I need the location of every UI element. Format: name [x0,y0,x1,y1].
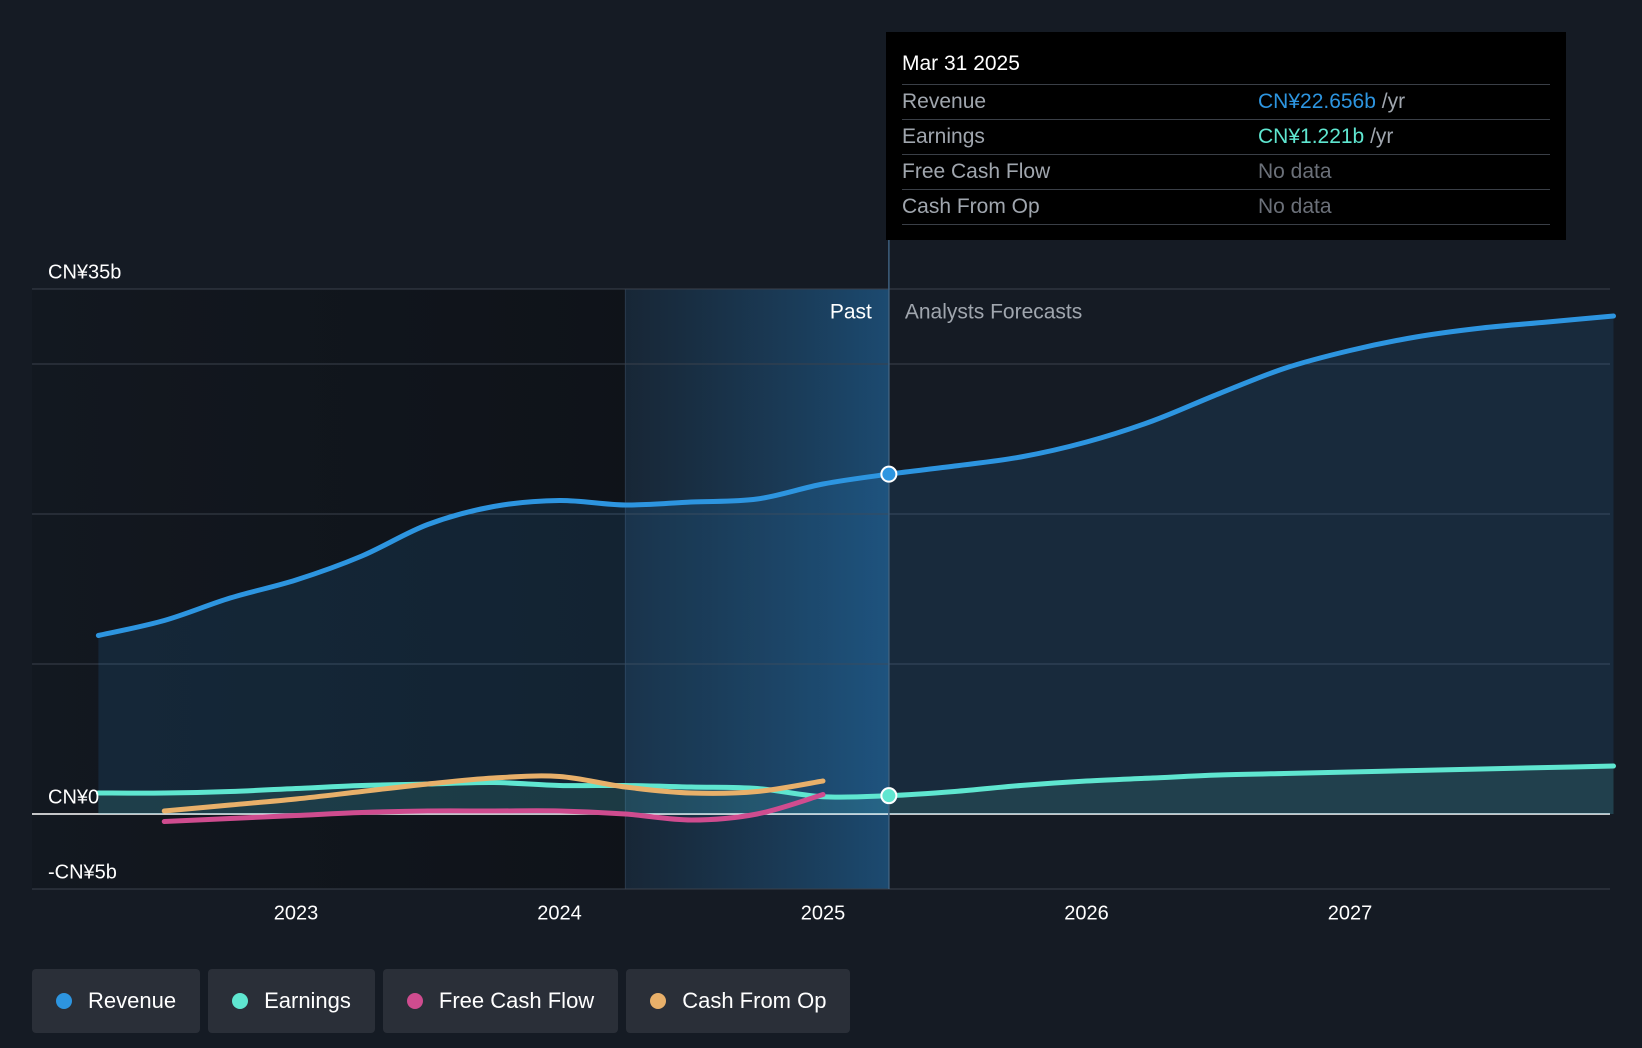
marker-earnings [880,787,898,805]
series-line-earnings [95,763,1616,800]
series-area-earnings [98,766,1614,814]
tooltip-row-cfo: Cash From Op No data [902,190,1550,225]
tooltip-value-cfo: No data [1258,195,1332,218]
tooltip-label: Free Cash Flow [902,160,1051,183]
legend-item-revenue[interactable]: Revenue [32,969,201,1033]
tooltip-row-earnings: Earnings CN¥1.221b /yr [902,120,1550,155]
legend: Revenue Earnings Free Cash Flow Cash Fro… [32,969,858,1033]
legend-label: Free Cash Flow [438,988,595,1013]
tooltip-label: Earnings [902,125,985,148]
legend-label: Earnings [264,988,351,1013]
series-line-fcf [161,792,826,824]
x-tick-label: 2025 [801,902,846,924]
marker-revenue [880,465,898,483]
legend-dot-icon [650,993,667,1009]
legend-dot-icon [406,993,423,1009]
x-tick-label: 2024 [537,902,582,924]
past-label: Past [830,301,872,324]
forecast-label: Analysts Forecasts [905,301,1082,324]
legend-dot-icon [56,993,72,1009]
legend-label: Revenue [88,988,177,1013]
legend-item-cash-from-op[interactable]: Cash From Op [626,969,851,1033]
tooltip-value-earnings: CN¥1.221b [1258,125,1365,148]
series-area-revenue [98,316,1614,814]
legend-dot-icon [232,993,249,1009]
series-line-revenue [95,313,1616,638]
x-tick-label: 2027 [1328,902,1373,924]
y-tick-label: -CN¥5b [48,861,117,883]
tooltip-date: Mar 31 2025 [902,44,1550,85]
y-tick-label: CN¥35b [48,261,121,283]
tooltip-unit: /yr [1370,125,1394,148]
series-line-cfo [161,773,826,814]
x-tick-label: 2023 [274,902,319,924]
x-tick-label: 2026 [1064,902,1109,924]
tooltip-value-fcf: No data [1258,160,1332,183]
tooltip-value-revenue: CN¥22.656b [1258,90,1376,113]
legend-label: Cash From Op [682,988,827,1013]
tooltip-row-fcf: Free Cash Flow No data [902,155,1550,190]
tooltip: Mar 31 2025 Revenue CN¥22.656b /yr Earni… [886,32,1566,240]
tooltip-unit: /yr [1381,90,1406,113]
y-tick-label: CN¥0 [48,786,99,808]
tooltip-label: Revenue [902,90,987,113]
legend-item-earnings[interactable]: Earnings [208,969,375,1033]
tooltip-label: Cash From Op [902,195,1040,218]
legend-item-free-cash-flow[interactable]: Free Cash Flow [382,969,619,1033]
tooltip-row-revenue: Revenue CN¥22.656b /yr [902,85,1550,120]
